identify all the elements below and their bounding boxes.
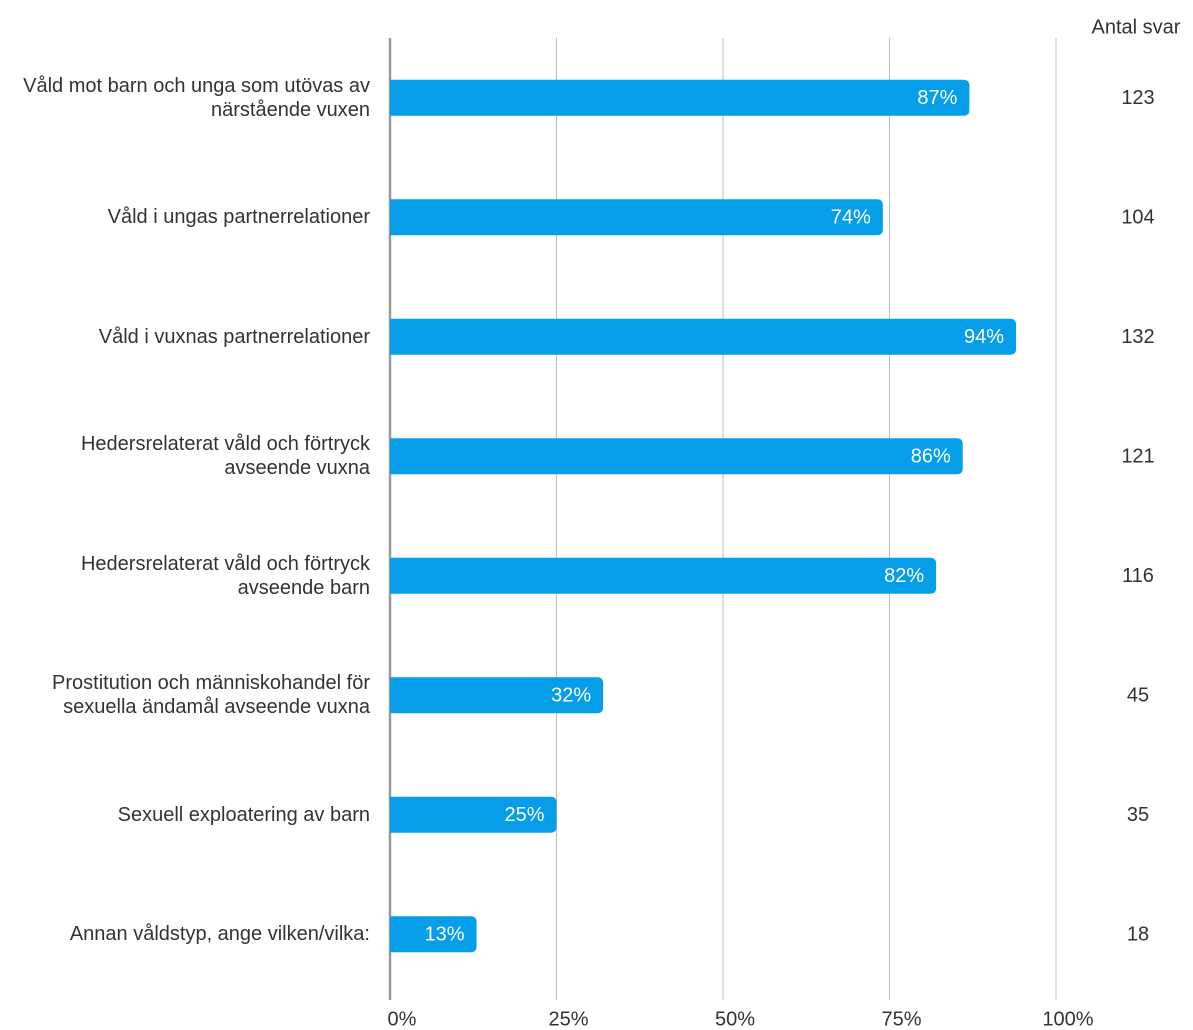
count-label: 104 (1121, 207, 1154, 229)
y-tick-label: Hedersrelaterat våld och förtryck avseen… (80, 552, 370, 599)
counts-title: Antal svar (1092, 16, 1181, 38)
value-label: 94% (964, 326, 1004, 348)
count-label: 121 (1121, 446, 1154, 468)
x-tick-label: 75% (881, 1008, 921, 1030)
x-tick-label: 100% (1042, 1008, 1093, 1030)
y-tick-label: Våld i vuxnas partnerrelationer (98, 325, 370, 348)
value-label: 74% (831, 207, 871, 229)
value-label: 13% (425, 924, 465, 946)
y-tick-label: Sexuell exploatering av barn (117, 803, 370, 826)
bar (390, 79, 970, 116)
x-tick-label: 25% (548, 1008, 588, 1030)
value-label: 82% (884, 565, 924, 587)
y-tick-label: Annan våldstyp, ange vilken/vilka: (69, 923, 370, 946)
count-label: 132 (1121, 326, 1154, 348)
bar (390, 677, 604, 714)
count-label: 123 (1121, 87, 1154, 109)
value-label: 32% (551, 685, 591, 707)
bar (390, 796, 557, 833)
count-label: 45 (1127, 685, 1149, 707)
count-label: 116 (1122, 565, 1154, 587)
count-label: 35 (1127, 804, 1149, 826)
bar (390, 199, 883, 236)
value-label: 87% (917, 87, 957, 109)
value-label: 86% (911, 446, 951, 468)
count-label: 18 (1127, 924, 1149, 946)
y-tick-label: Prostitution och människohandel för sexu… (52, 672, 370, 719)
y-tick-label: Våld i ungas partnerrelationer (107, 206, 370, 229)
bar (390, 916, 477, 953)
y-tick-label: Hedersrelaterat våld och förtryck avseen… (80, 433, 370, 480)
bar (390, 438, 963, 475)
x-tick-label: 50% (715, 1008, 755, 1030)
y-tick-label: Våld mot barn och unga som utövas av när… (23, 74, 370, 121)
x-tick-label: 0% (388, 1008, 417, 1030)
value-label: 25% (504, 804, 544, 826)
bar (390, 318, 1017, 355)
bar (390, 557, 937, 594)
